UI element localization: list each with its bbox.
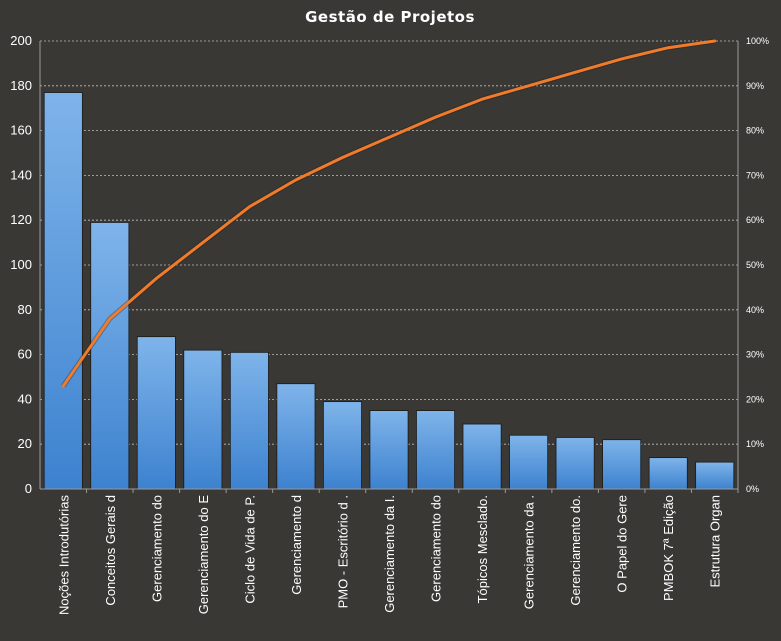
y2-tick-label: 10% bbox=[746, 439, 764, 449]
y-tick-label: 0 bbox=[25, 481, 32, 496]
category-label: Conceitos Gerais d bbox=[103, 495, 118, 606]
right-axis-ticks: 0% 10% 20% 30% 40% 50% 60% 70% 80% 90% 100% bbox=[746, 36, 769, 494]
category-label: Noções Introdutórias bbox=[56, 495, 71, 615]
bars bbox=[43, 92, 735, 490]
bar bbox=[695, 461, 735, 490]
category-label: PMBOK 7ª Edição bbox=[661, 495, 676, 601]
bar bbox=[509, 434, 549, 490]
bar bbox=[555, 437, 595, 490]
bar bbox=[136, 336, 176, 490]
bar bbox=[602, 439, 642, 490]
y-tick-label: 40 bbox=[18, 391, 32, 406]
category-label: Gerenciamento d bbox=[289, 495, 304, 595]
category-label: Gerenciamento do bbox=[429, 495, 444, 602]
category-label: Estrutura Organ bbox=[708, 495, 723, 588]
category-labels: Noções Introdutórias Conceitos Gerais d Ge… bbox=[56, 495, 722, 615]
bar bbox=[90, 222, 130, 490]
y-tick-label: 20 bbox=[18, 436, 32, 451]
bar bbox=[276, 383, 316, 490]
y2-tick-label: 0% bbox=[746, 484, 759, 494]
category-label: Gerenciamento da . bbox=[522, 495, 537, 609]
bar bbox=[416, 410, 456, 490]
category-label: Tópicos Mesclado. bbox=[475, 495, 490, 603]
y-tick-label: 200 bbox=[10, 33, 32, 48]
category-label: Ciclo de Vida de P. bbox=[242, 495, 257, 604]
y2-tick-label: 80% bbox=[746, 126, 764, 136]
y-tick-label: 60 bbox=[18, 347, 32, 362]
bar bbox=[183, 349, 223, 490]
cumulative-line-shadow bbox=[61, 38, 716, 388]
y-tick-label: 140 bbox=[10, 167, 32, 182]
cumulative-line-layer bbox=[61, 38, 717, 388]
y-tick-label: 100 bbox=[10, 257, 32, 272]
bar bbox=[462, 423, 502, 490]
cumulative-line bbox=[61, 39, 717, 388]
bar bbox=[648, 457, 688, 490]
axes bbox=[39, 41, 739, 493]
y2-tick-label: 20% bbox=[746, 394, 764, 404]
y2-tick-label: 30% bbox=[746, 350, 764, 360]
category-label: Gerenciamento do. bbox=[568, 495, 583, 606]
left-axis-ticks: 0 20 40 60 80 100 120 140 160 180 200 bbox=[10, 33, 32, 496]
y2-tick-label: 90% bbox=[746, 81, 764, 91]
bar bbox=[369, 410, 409, 490]
y2-tick-label: 100% bbox=[746, 36, 769, 46]
bar bbox=[43, 92, 83, 490]
bar bbox=[322, 401, 362, 490]
y-tick-label: 120 bbox=[10, 212, 32, 227]
y-tick-label: 180 bbox=[10, 78, 32, 93]
category-label: Gerenciamento da I. bbox=[382, 495, 397, 613]
category-label: O Papel do Gere bbox=[615, 495, 630, 593]
y-tick-label: 80 bbox=[18, 302, 32, 317]
y2-tick-label: 40% bbox=[746, 305, 764, 315]
bar bbox=[229, 351, 269, 490]
y2-tick-label: 50% bbox=[746, 260, 764, 270]
y2-tick-label: 70% bbox=[746, 170, 764, 180]
chart-title: Gestão de Projetos bbox=[305, 8, 475, 26]
y-tick-label: 160 bbox=[10, 123, 32, 138]
category-label: PMO - Escritório d . bbox=[335, 495, 350, 608]
y2-tick-label: 60% bbox=[746, 215, 764, 225]
category-label: Gerenciamento do E bbox=[196, 495, 211, 615]
category-label: Gerenciamento do bbox=[149, 495, 164, 602]
